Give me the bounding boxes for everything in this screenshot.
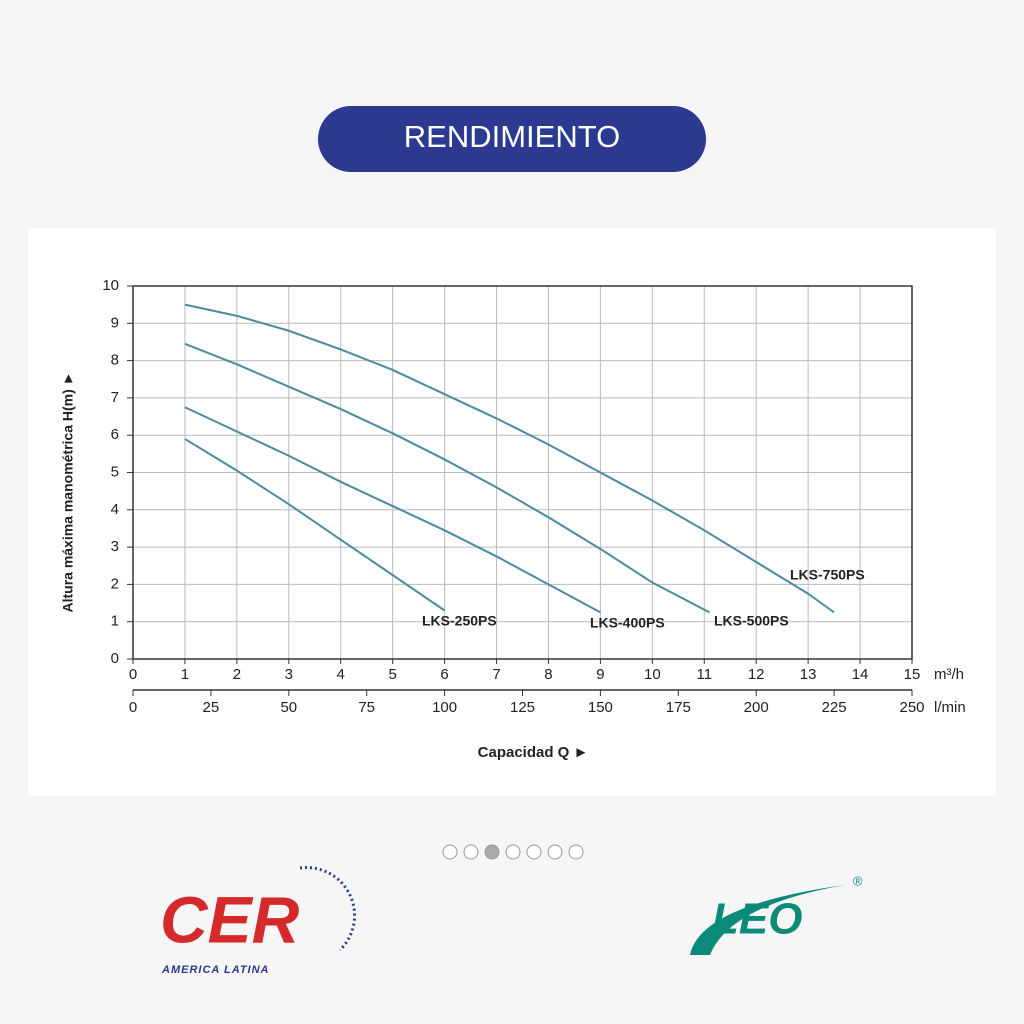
series-label: LKS-400PS	[590, 615, 665, 631]
x-tick-label: 6	[440, 666, 448, 683]
y-tick-label: 1	[111, 613, 119, 630]
y-tick-label: 5	[111, 463, 119, 480]
x-tick-label: 14	[852, 666, 869, 683]
x2-tick-label: 125	[510, 699, 535, 716]
cer-text: CER	[160, 882, 300, 956]
dot[interactable]	[526, 844, 542, 860]
x-tick-label: 8	[544, 666, 552, 683]
x-unit: m³/h	[934, 666, 964, 683]
x2-tick-label: 175	[666, 699, 691, 716]
x-tick-label: 0	[129, 666, 137, 683]
x-tick-label: 13	[800, 666, 817, 683]
dot[interactable]	[463, 844, 479, 860]
dot[interactable]	[505, 844, 521, 860]
title-pill	[318, 106, 706, 172]
registered: ®	[853, 873, 863, 888]
x-tick-label: 9	[596, 666, 604, 683]
x-tick-label: 2	[233, 666, 241, 683]
series-line	[184, 303, 835, 614]
series-label: LKS-250PS	[422, 613, 497, 629]
y-tick-label: 4	[111, 501, 119, 518]
cer-logo: CER AMERICA LATINA	[160, 866, 357, 976]
y-tick-label: 6	[111, 426, 119, 443]
dot[interactable]	[568, 844, 584, 860]
x-tick-label: 3	[285, 666, 293, 683]
dot-active[interactable]	[484, 844, 500, 860]
y-tick-label: 0	[111, 650, 119, 667]
x-tick-label: 10	[644, 666, 661, 683]
series-line	[184, 438, 446, 612]
x2-tick-label: 0	[129, 699, 137, 716]
x-tick-label: 15	[904, 666, 921, 683]
gauge	[299, 866, 357, 952]
x2-tick-label: 225	[822, 699, 847, 716]
x2-tick-label: 200	[744, 699, 769, 716]
x2-tick-label: 150	[588, 699, 613, 716]
plot-frame	[132, 285, 913, 660]
y-tick-label: 8	[111, 352, 119, 369]
x2-tick-label: 100	[432, 699, 457, 716]
cer-subtitle: AMERICA LATINA	[161, 964, 270, 976]
carousel-dots	[442, 844, 584, 860]
chart-card	[28, 228, 996, 796]
x2-tick-label: 250	[899, 699, 924, 716]
series-line	[184, 342, 710, 614]
x2-tick-label: 50	[280, 699, 297, 716]
y-tick-label: 2	[111, 575, 119, 592]
series-label: LKS-750PS	[790, 567, 865, 583]
x-tick-label: 5	[388, 666, 396, 683]
x-tick-label: 4	[337, 666, 345, 683]
section-title: RENDIMIENTO	[404, 119, 620, 154]
y-tick-label: 7	[111, 389, 119, 406]
dot[interactable]	[442, 844, 458, 860]
leo-text: LEO	[712, 895, 802, 944]
x-tick-label: 11	[696, 666, 712, 683]
series-label: LKS-500PS	[714, 613, 789, 629]
y-tick-label: 3	[111, 538, 119, 555]
x-tick-label: 1	[181, 666, 189, 683]
y-tick-label: 9	[111, 314, 119, 331]
x2-tick-label: 75	[358, 699, 375, 716]
x-tick-label: 7	[492, 666, 500, 683]
y-tick-label: 10	[102, 277, 119, 294]
y-axis-label: Altura máxima manométrica H(m) ►	[60, 371, 76, 612]
leo-logo: LEO ®	[690, 873, 863, 955]
x-tick-label: 12	[748, 666, 765, 683]
x-axis-label: Capacidad Q ►	[478, 744, 589, 761]
x2-tick-label: 25	[203, 699, 220, 716]
series-line	[184, 406, 601, 614]
swoosh	[690, 885, 845, 955]
dot[interactable]	[547, 844, 563, 860]
x2-unit: l/min	[934, 699, 966, 716]
